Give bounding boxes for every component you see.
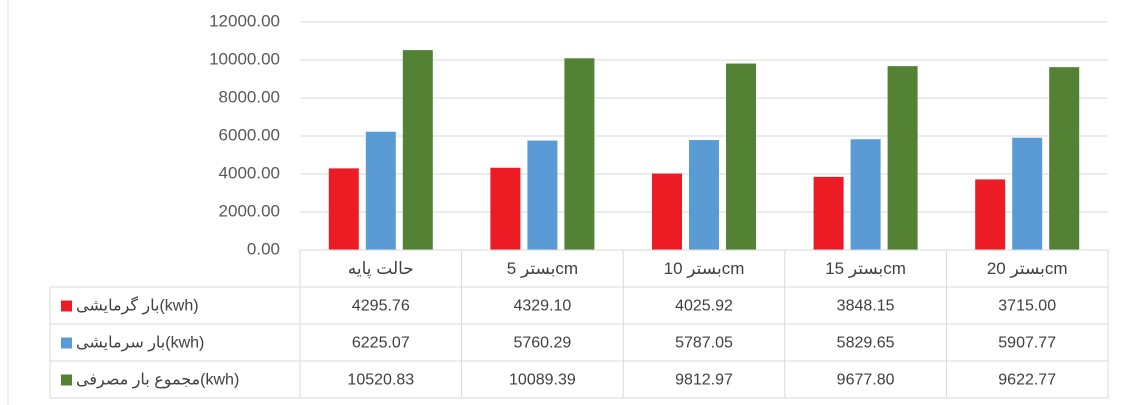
y-tick-label: 8000.00: [219, 87, 280, 106]
legend-label: بار گرمایشی(kwh): [76, 296, 199, 316]
bar: [689, 140, 719, 250]
bar: [975, 179, 1006, 250]
bar: [328, 168, 359, 250]
bar: [726, 63, 756, 250]
table-value: 4295.76: [352, 298, 410, 315]
category-label: حالت پایه: [348, 259, 414, 279]
table-value: 10520.83: [347, 372, 414, 389]
legend-swatch: [61, 300, 72, 312]
bar: [887, 66, 918, 251]
bar: [564, 58, 595, 250]
bar: [527, 140, 558, 250]
table-value: 5787.05: [675, 335, 733, 352]
table-value: 9622.77: [998, 372, 1056, 389]
legend-swatch: [61, 337, 72, 349]
legend-label: مجموع بار مصرفی(kwh): [76, 372, 239, 390]
category-label: بستر 15cm: [825, 259, 906, 278]
table-value: 6225.07: [352, 335, 410, 352]
bar: [813, 176, 844, 250]
legend-swatch: [61, 374, 72, 386]
y-tick-label: 2000.00: [219, 201, 280, 220]
table-value: 4025.92: [675, 298, 733, 315]
legend-label: بار سرمایشی(kwh): [76, 335, 204, 353]
bar: [1012, 137, 1043, 250]
y-tick-label: 0.00: [247, 239, 280, 258]
bar: [850, 139, 881, 250]
bar: [652, 173, 682, 250]
table-value: 3715.00: [998, 298, 1056, 315]
category-label: بستر 5cm: [507, 259, 578, 278]
table-value: 9677.80: [837, 372, 895, 389]
bar: [402, 50, 433, 250]
table-value: 5829.65: [837, 335, 895, 352]
bar: [365, 131, 396, 250]
y-tick-label: 4000.00: [219, 163, 280, 182]
table-value: 10089.39: [509, 372, 576, 389]
y-tick-label: 6000.00: [219, 125, 280, 144]
table-value: 3848.15: [837, 298, 895, 315]
table-value: 9812.97: [675, 372, 733, 389]
table-value: 5760.29: [513, 335, 571, 352]
y-tick-label: 10000.00: [209, 49, 280, 68]
category-label: بستر 20cm: [987, 259, 1068, 278]
bar: [490, 167, 521, 250]
category-label: بستر 10cm: [664, 259, 745, 278]
y-tick-label: 12000.00: [209, 11, 280, 30]
table-value: 4329.10: [513, 298, 571, 315]
table-value: 5907.77: [998, 335, 1056, 352]
bar: [1049, 67, 1080, 250]
